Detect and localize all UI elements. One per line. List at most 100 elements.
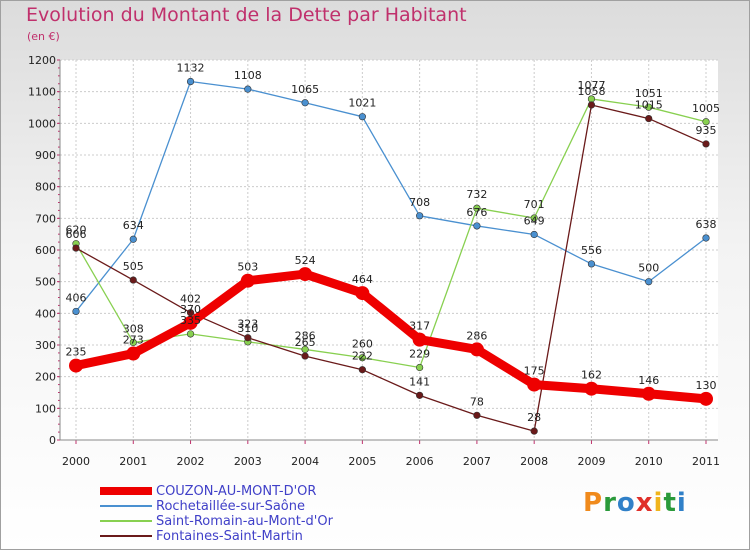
logo-letter: r [603,488,617,518]
data-point [358,366,366,374]
data-label: 524 [295,254,316,267]
y-tick-label: 300 [35,339,56,352]
data-label: 505 [123,260,144,273]
x-tick-label: 2003 [234,455,262,468]
y-tick-label: 500 [35,276,56,289]
logo-letter: o [616,488,636,518]
data-point [645,278,653,286]
data-point [412,332,427,347]
data-point [416,363,424,372]
series-line [75,104,707,432]
legend-swatch [100,535,152,537]
grid [60,59,718,441]
logo-letter: x [635,488,654,518]
chart-subtitle: (en €) [27,30,60,43]
x-tick-label: 2008 [520,455,548,468]
data-label: 175 [524,365,545,378]
data-point [244,334,252,342]
data-label: 141 [409,375,430,388]
y-tick-label: 900 [35,149,56,162]
legend-swatch [100,487,152,495]
data-label: 1021 [348,97,376,110]
y-tick-label: 0 [49,434,56,447]
data-point [126,346,141,361]
data-label: 701 [524,198,545,211]
data-label: 676 [466,206,487,219]
x-tick-label: 2005 [348,455,376,468]
data-label: 235 [66,346,87,359]
data-point [72,307,80,316]
legend-item: COUZON-AU-MONT-D'OR [100,484,420,499]
x-tick-label: 2002 [177,455,205,468]
data-label: 323 [237,318,258,331]
data-point [186,330,195,338]
data-label: 556 [581,244,602,257]
data-label: 1077 [577,79,605,92]
data-label: 260 [352,338,373,351]
data-point [416,391,424,399]
data-label: 402 [180,293,201,306]
data-label: 500 [638,262,659,275]
y-tick-label: 800 [35,181,56,194]
data-point [702,118,710,126]
data-label: 130 [696,379,717,392]
y-tick-label: 1100 [28,86,56,99]
y-tick-label: 1200 [28,54,56,67]
data-point [358,113,366,121]
legend-label: Rochetaillée-sur-Saône [156,499,305,514]
x-tick-label: 2001 [119,455,147,468]
data-point [587,260,596,268]
data-point [358,354,366,362]
x-tick-label: 2011 [692,455,720,468]
data-label: 308 [123,322,144,335]
data-label: 273 [123,334,144,347]
data-label: 649 [524,214,545,227]
data-label: 162 [581,369,602,382]
data-point [530,230,538,239]
data-point [186,77,195,86]
data-point [473,222,481,230]
y-tick-label: 1000 [28,117,56,130]
legend-swatch [100,520,152,522]
logo-letter: i [676,488,687,518]
data-label: 370 [180,303,201,316]
data-label: 708 [409,196,430,209]
series-line [71,269,711,404]
data-point [240,273,255,288]
data-label: 78 [470,395,484,408]
data-point [129,338,137,347]
proxiti-logo: Proxiti [583,488,687,518]
legend-swatch [100,505,152,507]
legend-item: Rochetaillée-sur-Saône [100,499,420,514]
x-tick-label: 2010 [635,455,663,468]
chart-title: Evolution du Montant de la Dette par Hab… [26,4,467,26]
legend-item: Saint-Romain-au-Mont-d'Or [100,514,420,529]
data-point [301,99,309,107]
data-label: 229 [409,347,430,360]
data-label: 1058 [577,85,605,98]
data-labels: 406 634 1132 1108 1065 1021 708 676 649 556 500 638… [66,62,721,425]
y-tick-label: 700 [35,212,56,225]
data-label: 28 [527,411,541,424]
logo-letter: i [653,488,664,518]
data-point [645,103,653,111]
data-point [129,276,137,284]
data-label: 1005 [692,102,720,115]
axes: 0 100 200 300 400 500 600 700 800 900 1000 1100 1200… [28,54,720,468]
x-tick-label: 2004 [291,455,319,468]
data-point [641,386,656,401]
data-point [298,267,313,282]
logo-letter: P [583,488,604,518]
data-label: 620 [66,224,87,237]
data-point [702,234,710,242]
data-label: 935 [696,124,717,137]
x-tick-label: 2007 [463,455,491,468]
data-label: 732 [466,188,487,201]
y-tick-label: 400 [35,307,56,320]
data-point [244,85,252,93]
data-point [587,101,596,109]
data-label: 1015 [635,99,663,112]
data-point [527,377,542,392]
y-tick-label: 200 [35,371,56,384]
data-point [72,244,80,252]
